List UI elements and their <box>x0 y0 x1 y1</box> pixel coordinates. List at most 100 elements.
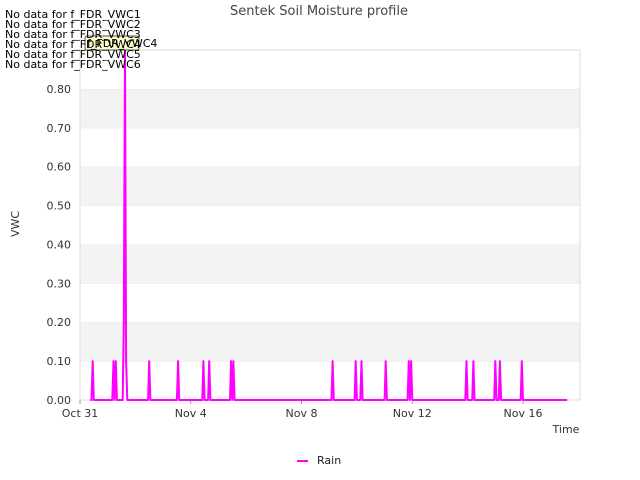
data-point <box>114 399 116 401</box>
data-point <box>176 399 178 401</box>
y-tick-label: 0.60 <box>47 161 72 174</box>
data-point <box>209 399 211 401</box>
hover-tooltip: f_FDR_VWC4 <box>84 35 157 51</box>
data-point <box>493 399 495 401</box>
data-point <box>126 399 128 401</box>
grid-band <box>80 166 580 206</box>
x-axis-label: Time <box>552 423 580 436</box>
no-data-message: No data for f_FDR_VWC4 <box>5 38 141 51</box>
no-data-message: No data for f_FDR_VWC1 <box>5 8 141 21</box>
grid-band <box>80 127 580 167</box>
data-point <box>93 399 95 401</box>
y-tick-label: 0.20 <box>47 316 72 329</box>
data-point <box>499 360 501 362</box>
legend[interactable]: Rain <box>297 454 341 467</box>
data-point <box>472 360 474 362</box>
data-point <box>229 399 231 401</box>
data-point <box>330 399 333 401</box>
y-tick-label: 0.10 <box>47 355 72 368</box>
no-data-message: No data for f_FDR_VWC3 <box>5 28 141 41</box>
grid-band <box>80 205 580 245</box>
y-tick-label: 0.30 <box>47 277 72 290</box>
data-point <box>353 399 356 401</box>
x-tick-label: Nov 12 <box>393 407 432 420</box>
data-point <box>520 399 522 401</box>
series-line-rain <box>90 49 567 401</box>
y-tick-label: 0.40 <box>47 238 72 251</box>
x-tick-label: Nov 16 <box>504 407 543 420</box>
data-point <box>409 399 411 401</box>
data-point <box>332 360 334 362</box>
data-point <box>148 360 150 362</box>
data-point <box>230 360 232 362</box>
x-tick-label: Nov 4 <box>175 407 207 420</box>
data-point <box>386 399 388 401</box>
data-point <box>407 399 409 401</box>
grid-band <box>80 88 580 128</box>
data-point <box>233 399 236 401</box>
data-point <box>92 360 94 362</box>
grid-band <box>80 361 580 400</box>
data-point <box>521 360 523 362</box>
data-point <box>123 321 125 323</box>
x-axis: Oct 31 Nov 4 Nov 8 Nov 12 Nov 16 <box>62 400 543 420</box>
grid-band <box>80 322 580 362</box>
data-point <box>207 399 209 401</box>
no-data-message: No data for f_FDR_VWC2 <box>5 18 141 31</box>
y-axis-label: VWC <box>9 211 22 237</box>
data-point <box>112 360 115 362</box>
data-point <box>360 360 363 362</box>
data-point <box>116 399 118 401</box>
grid-band <box>80 283 580 323</box>
legend-label-rain: Rain <box>317 454 341 467</box>
data-point <box>149 399 151 401</box>
data-point <box>383 399 386 401</box>
data-point <box>147 399 149 401</box>
plot-background-bands <box>80 49 580 400</box>
data-point <box>385 360 387 362</box>
data-point <box>471 399 473 401</box>
data-point <box>89 399 91 401</box>
data-point <box>494 360 496 362</box>
data-point <box>359 399 361 401</box>
data-point <box>231 399 233 401</box>
data-point <box>500 399 502 401</box>
data-point <box>467 399 469 401</box>
grid-band <box>80 244 580 284</box>
data-point <box>202 360 205 362</box>
data-point <box>333 399 335 401</box>
data-point <box>566 399 568 401</box>
data-point <box>495 399 498 401</box>
y-axis: 0.00 0.10 0.20 0.30 0.40 0.50 0.60 0.70 0.80 <box>47 83 72 407</box>
tooltip-label: f_FDR_VWC4 <box>87 37 157 50</box>
data-point <box>111 399 113 401</box>
data-point <box>465 360 468 362</box>
data-point <box>232 360 235 362</box>
tooltip-box <box>84 35 140 51</box>
data-point <box>122 399 124 401</box>
data-point <box>208 360 210 362</box>
data-point <box>177 360 179 362</box>
data-point <box>411 399 413 401</box>
data-point <box>115 360 117 362</box>
grid-band <box>80 50 580 89</box>
data-point <box>410 360 412 362</box>
data-point <box>178 399 180 401</box>
series-group <box>89 49 568 401</box>
x-tick-label: Oct 31 <box>62 407 99 420</box>
data-point <box>362 399 364 401</box>
y-tick-label: 0.80 <box>47 83 72 96</box>
data-point <box>408 360 410 362</box>
no-data-message: No data for f_FDR_VWC5 <box>5 48 141 61</box>
data-point <box>90 399 93 401</box>
y-tick-label: 0.00 <box>47 394 72 407</box>
y-tick-label: 0.70 <box>47 122 72 135</box>
y-tick-label: 0.50 <box>47 200 72 213</box>
data-point <box>355 360 357 362</box>
data-point <box>473 399 476 401</box>
data-point <box>356 399 358 401</box>
data-point <box>203 399 206 401</box>
data-point <box>125 360 127 362</box>
